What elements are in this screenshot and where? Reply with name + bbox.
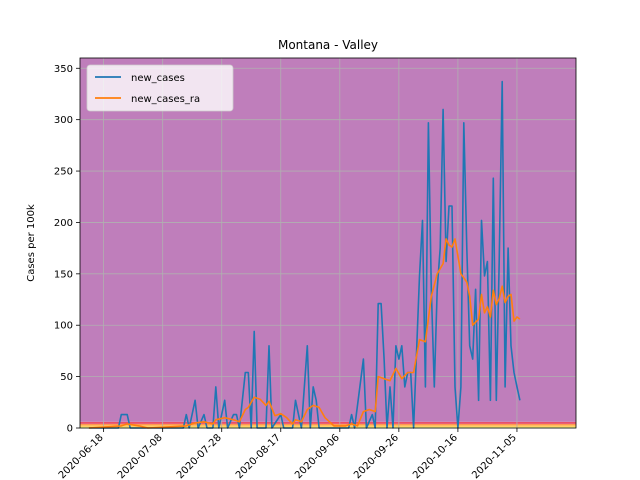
x-tick-label-5: 2020-09-26 xyxy=(352,432,401,480)
series-line-new_cases_ra xyxy=(88,238,521,429)
y-axis-label: Cases per 100k xyxy=(26,204,37,282)
y-tick-label-6: 300 xyxy=(54,115,73,126)
x-tick-label-4: 2020-09-06 xyxy=(293,432,342,480)
x-tick-label-3: 2020-08-17 xyxy=(234,432,283,480)
legend-box xyxy=(86,64,234,112)
plot-frame xyxy=(79,57,577,429)
background-band-3 xyxy=(80,421,576,424)
chart-title: Montana - Valley xyxy=(278,38,378,52)
y-tick-label-7: 350 xyxy=(54,64,73,75)
y-tick-label-2: 100 xyxy=(54,321,73,332)
x-tick-label-7: 2020-11-05 xyxy=(470,432,519,480)
y-tick-label-0: 0 xyxy=(67,424,73,435)
y-tick-label-1: 50 xyxy=(60,372,73,383)
x-tick-label-6: 2020-10-16 xyxy=(411,432,460,480)
y-tick-label-4: 200 xyxy=(54,218,73,229)
x-tick-label-2: 2020-07-28 xyxy=(175,432,224,480)
legend-label-new_cases_ra: new_cases_ra xyxy=(131,94,200,105)
x-tick-label-1: 2020-07-08 xyxy=(116,432,165,480)
y-tick-label-5: 250 xyxy=(54,167,73,178)
plot-area: 0 50 100 150 200 250 300 350 2020-06-18 2020-07-0… xyxy=(54,57,577,480)
x-tick-label-0: 2020-06-18 xyxy=(57,432,106,480)
background-band-2 xyxy=(80,423,576,426)
background-band-1 xyxy=(80,425,576,427)
legend-label-new_cases: new_cases xyxy=(131,73,185,84)
y-tick-label-3: 150 xyxy=(54,269,73,280)
